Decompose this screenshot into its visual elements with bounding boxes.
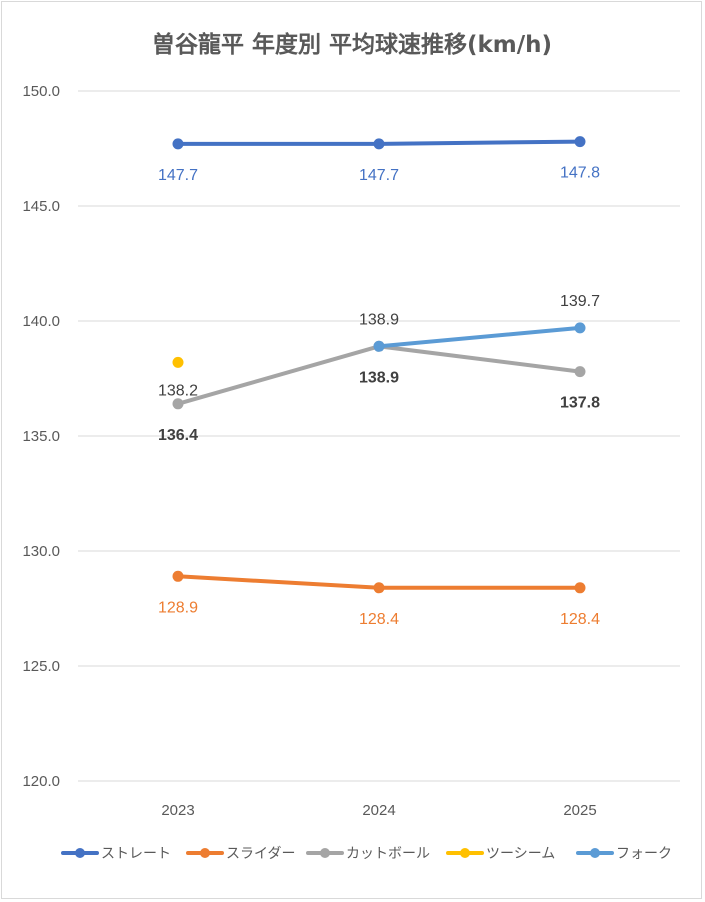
data-label: 137.8: [560, 395, 600, 412]
legend-marker: [460, 848, 470, 858]
data-label: 128.4: [560, 611, 600, 628]
data-point: [574, 322, 586, 334]
data-point: [574, 136, 586, 148]
x-tick-label: 2023: [161, 802, 194, 819]
y-tick-label: 130.0: [22, 543, 60, 560]
legend-marker: [590, 848, 600, 858]
x-axis-ticks: 2023 2024 2025: [161, 802, 596, 819]
x-tick-label: 2024: [362, 802, 395, 819]
y-tick-label: 140.0: [22, 313, 60, 330]
data-label: 136.4: [158, 427, 198, 444]
data-point: [373, 582, 385, 594]
legend-label: ストレート: [101, 846, 171, 862]
data-label: 138.9: [359, 369, 399, 386]
data-point: [574, 366, 586, 378]
data-label: 138.9: [359, 311, 399, 328]
legend-marker: [320, 848, 330, 858]
y-tick-label: 145.0: [22, 198, 60, 215]
data-point: [172, 356, 184, 368]
legend: ストレート スライダー カットボール ツーシーム フォーク: [61, 846, 672, 862]
series-line: [377, 325, 582, 349]
legend-marker: [75, 848, 85, 858]
legend-label: スライダー: [226, 846, 295, 862]
data-point: [172, 570, 184, 582]
data-point: [373, 138, 385, 150]
data-point: [172, 138, 184, 150]
data-label: 147.7: [158, 167, 198, 184]
legend-label: フォーク: [616, 846, 672, 862]
chart-title: 曽谷龍平 年度別 平均球速推移(km/h): [152, 31, 552, 58]
legend-marker: [200, 848, 210, 858]
data-label: 128.4: [359, 611, 399, 628]
series-lines: [172, 136, 586, 594]
x-tick-label: 2025: [563, 802, 596, 819]
data-label: 139.7: [560, 293, 600, 310]
data-label: 128.9: [158, 599, 198, 616]
y-tick-label: 120.0: [22, 773, 60, 790]
y-tick-label: 150.0: [22, 83, 60, 100]
data-label: 147.7: [359, 167, 399, 184]
data-label: 138.2: [158, 382, 198, 399]
data-point: [172, 398, 184, 410]
gridlines: [78, 90, 680, 782]
legend-label: カットボール: [346, 846, 430, 862]
data-labels: 147.7 147.7 147.8 128.9 128.4 128.4 136.4 138.9…: [158, 165, 600, 628]
data-label: 147.8: [560, 165, 600, 182]
y-tick-label: 125.0: [22, 658, 60, 675]
y-axis-ticks: 120.0 125.0 130.0 135.0 140.0 145.0 150.0: [22, 83, 60, 790]
data-point: [373, 340, 385, 352]
data-point: [574, 582, 586, 594]
legend-label: ツーシーム: [486, 846, 555, 862]
y-tick-label: 135.0: [22, 428, 60, 445]
